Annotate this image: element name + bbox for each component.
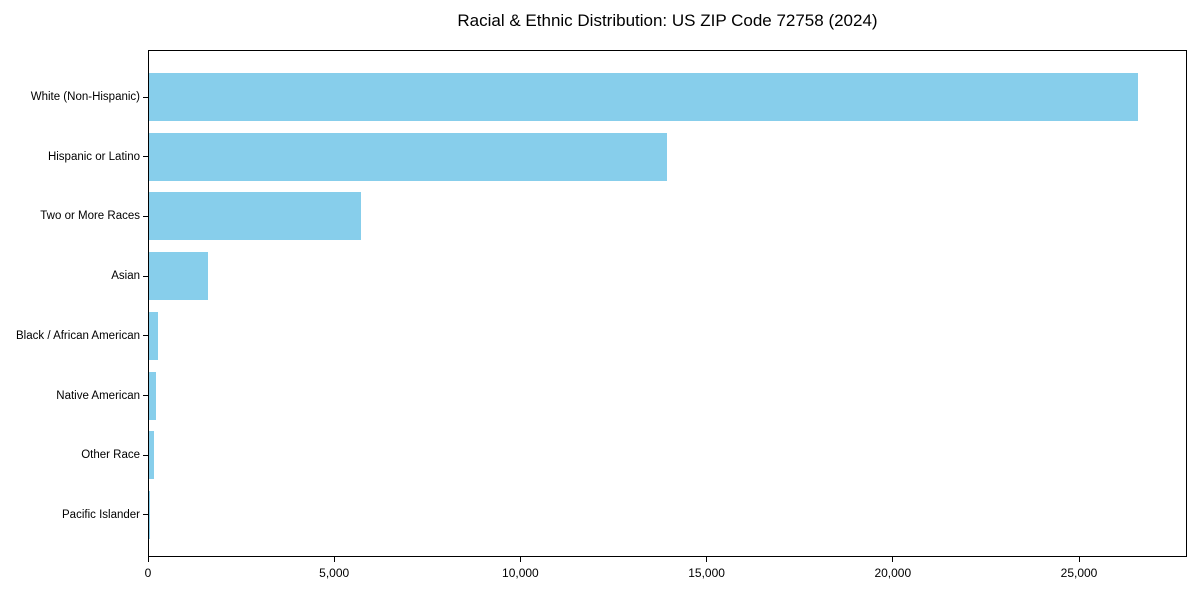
- x-tick-label-15000: 15,000: [688, 566, 725, 580]
- y-tick-label-pacific-islander: Pacific Islander: [62, 508, 140, 521]
- x-axis-tick: [147, 557, 149, 562]
- bar-hispanic-or-latino: [149, 132, 667, 181]
- bar-black-african-american: [149, 311, 159, 360]
- x-tick-label-5000: 5,000: [319, 566, 350, 580]
- y-axis-tick: [143, 275, 148, 277]
- y-axis-tick: [143, 514, 148, 516]
- x-tick-label-20000: 20,000: [874, 566, 912, 580]
- y-axis-tick: [143, 215, 148, 217]
- x-tick-label-0: 0: [144, 566, 152, 580]
- y-tick-label-two-or-more-races: Two or More Races: [40, 210, 140, 223]
- bar-white-non-hispanic: [149, 73, 1138, 121]
- y-axis-tick: [143, 335, 148, 337]
- x-tick-label-25000: 25,000: [1060, 566, 1098, 580]
- x-axis-tick: [892, 557, 894, 562]
- bar-pacific-islander: [149, 490, 150, 539]
- y-tick-label-white-non-hispanic: White (Non-Hispanic): [30, 91, 140, 103]
- x-tick-label-10000: 10,000: [502, 566, 539, 580]
- x-axis-tick: [706, 557, 708, 562]
- y-axis-tick: [143, 156, 148, 158]
- y-axis-tick: [143, 96, 148, 98]
- x-axis-tick: [1078, 557, 1080, 562]
- chart-title: Racial & Ethnic Distribution: US ZIP Cod…: [457, 11, 878, 30]
- x-axis-tick: [519, 557, 521, 562]
- y-axis-tick: [143, 395, 148, 397]
- x-axis-tick: [333, 557, 335, 562]
- bar-other-race: [149, 431, 155, 480]
- bar-two-or-more-races: [149, 192, 362, 241]
- y-tick-label-other-race: Other Race: [81, 449, 140, 462]
- bar-asian: [149, 252, 208, 301]
- y-tick-label-black-african-american: Black / African American: [16, 329, 140, 342]
- y-tick-label-asian: Asian: [111, 270, 140, 283]
- y-axis-tick: [143, 454, 148, 456]
- bar-native-american: [149, 371, 157, 420]
- plot-area: [148, 50, 1187, 557]
- y-tick-label-hispanic-or-latino: Hispanic or Latino: [47, 150, 140, 163]
- y-tick-label-native-american: Native American: [56, 389, 140, 402]
